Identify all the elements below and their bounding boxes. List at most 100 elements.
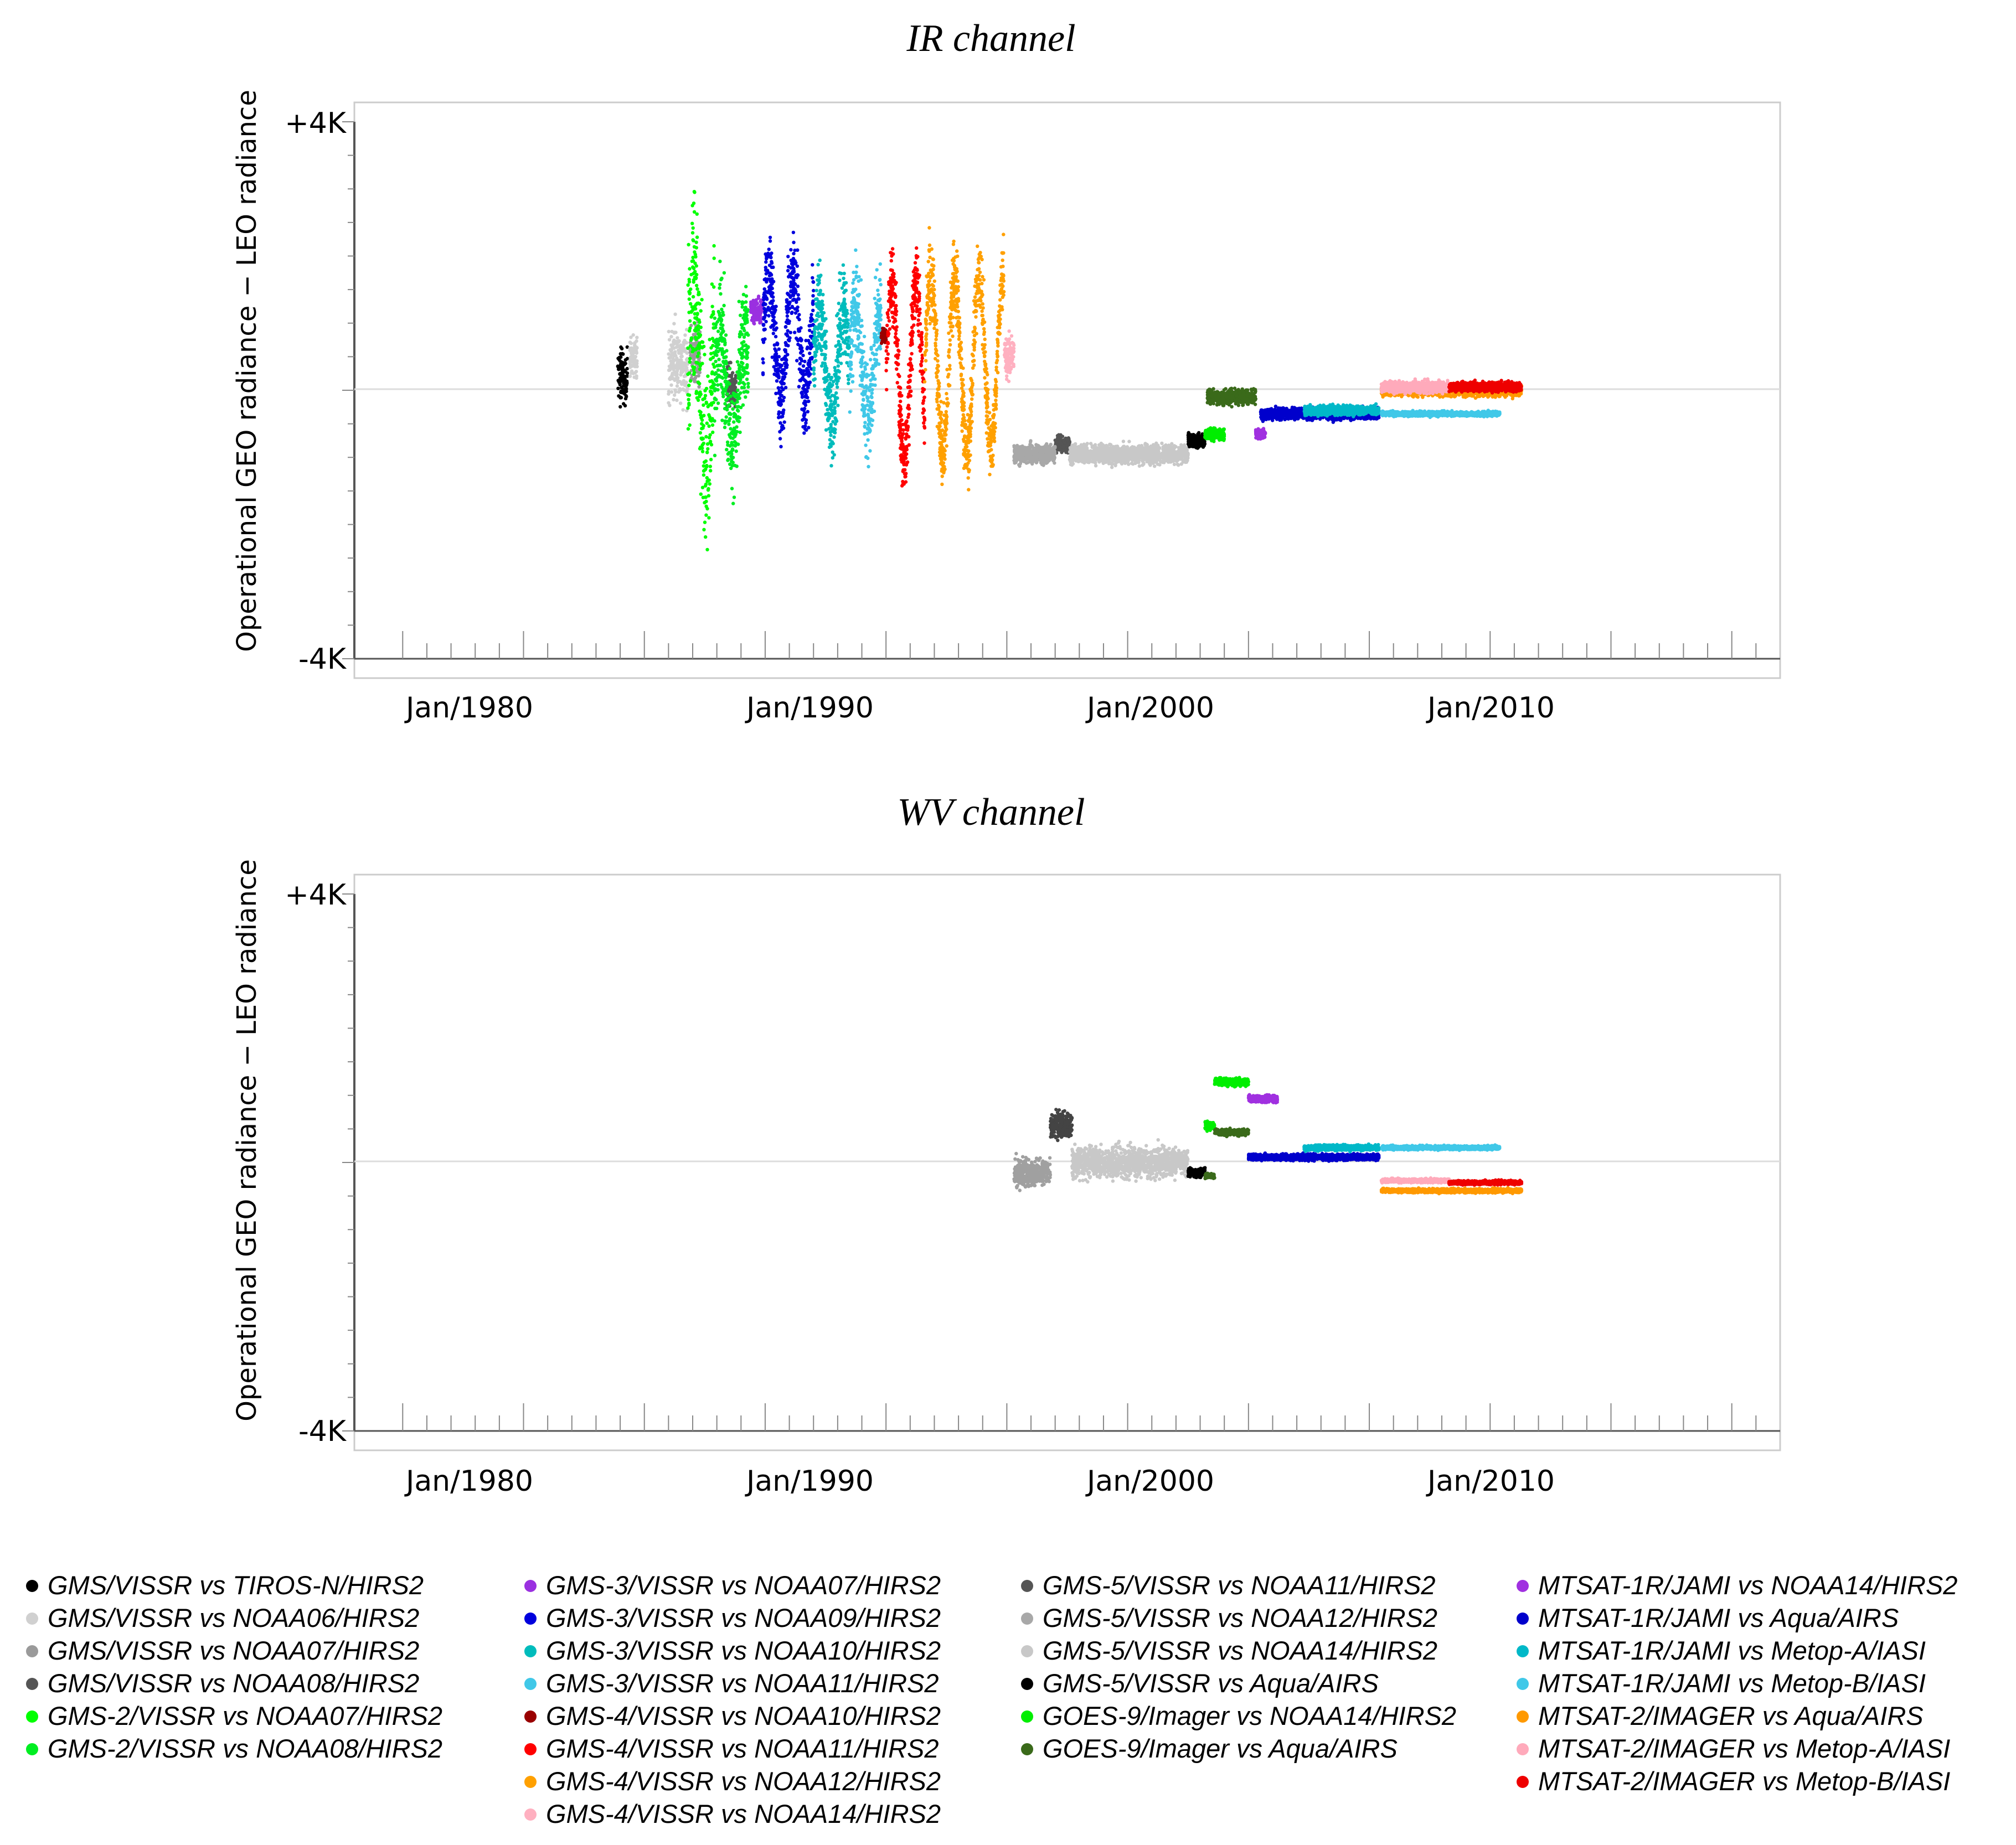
data-point: [1001, 296, 1004, 299]
data-point: [910, 365, 913, 369]
data-point: [835, 420, 838, 423]
data-point: [935, 375, 939, 379]
data-point: [927, 226, 931, 229]
data-point: [843, 341, 847, 344]
data-point: [870, 423, 873, 427]
data-point: [899, 400, 902, 403]
data-point: [949, 321, 952, 324]
data-point: [936, 364, 940, 367]
data-point: [856, 315, 859, 318]
data-point: [948, 338, 952, 342]
data-point: [890, 259, 893, 262]
data-point: [688, 329, 691, 333]
data-point: [709, 458, 713, 461]
data-point: [743, 386, 746, 389]
data-point: [911, 329, 914, 333]
data-point: [920, 373, 924, 376]
data-point: [958, 316, 961, 319]
data-point: [802, 414, 805, 417]
data-point: [855, 319, 859, 323]
data-point: [763, 310, 766, 313]
data-point: [635, 352, 638, 355]
data-point: [800, 357, 803, 360]
data-point: [741, 375, 744, 378]
data-point: [865, 363, 869, 366]
data-point: [628, 340, 632, 344]
data-point: [687, 402, 690, 405]
data-point: [775, 364, 778, 367]
data-point: [965, 457, 968, 461]
data-point: [874, 276, 877, 279]
data-point: [624, 385, 627, 388]
data-point: [935, 332, 939, 335]
figure: IR channel Operational GEO radiance − LE…: [0, 0, 2016, 1845]
data-point: [758, 321, 761, 324]
data-point: [823, 356, 827, 359]
data-point: [704, 513, 708, 516]
data-point: [869, 358, 872, 361]
data-point: [781, 424, 784, 427]
data-point: [791, 305, 794, 308]
data-point: [936, 369, 940, 373]
data-point: [818, 275, 821, 278]
data-point: [744, 300, 747, 303]
data-point: [805, 369, 808, 373]
data-point: [739, 330, 742, 333]
data-point: [762, 317, 765, 321]
data-point: [701, 397, 704, 401]
data-point: [936, 359, 939, 363]
data-point: [848, 328, 852, 332]
data-point: [919, 363, 922, 366]
data-point: [860, 403, 864, 406]
data-point: [726, 405, 729, 408]
data-point: [857, 323, 860, 326]
ir-x-tick-label: Jan/2010: [1426, 691, 1555, 725]
data-point: [877, 311, 880, 314]
data-point: [1008, 341, 1011, 344]
data-point: [961, 402, 965, 405]
data-point: [923, 353, 926, 356]
data-point: [635, 370, 638, 373]
data-point: [740, 342, 744, 345]
data-point: [988, 473, 991, 476]
data-point: [925, 332, 928, 335]
data-point: [950, 299, 953, 302]
data-point: [935, 352, 938, 355]
data-point: [945, 410, 948, 414]
data-point: [963, 435, 966, 438]
data-point: [713, 454, 716, 457]
data-point: [1007, 329, 1010, 333]
data-point: [700, 415, 704, 418]
data-point: [868, 428, 872, 431]
data-point: [842, 277, 845, 280]
data-point: [716, 368, 720, 371]
data-point: [792, 257, 795, 260]
data-point: [732, 420, 735, 423]
data-point: [832, 380, 835, 383]
data-point: [986, 401, 989, 404]
data-point: [927, 292, 931, 295]
data-point: [683, 347, 686, 350]
data-point: [720, 418, 724, 422]
data-point: [866, 400, 869, 403]
data-point: [695, 287, 699, 291]
data-point: [702, 404, 705, 407]
data-point: [696, 354, 699, 358]
data-point: [702, 464, 705, 468]
data-point: [926, 309, 929, 312]
data-point: [714, 323, 718, 326]
data-point: [912, 302, 916, 306]
data-point: [718, 283, 721, 286]
data-point: [835, 314, 838, 317]
data-point: [712, 244, 715, 247]
data-point: [811, 294, 814, 297]
data-point: [863, 386, 866, 389]
data-point: [970, 426, 973, 430]
data-point: [815, 350, 818, 353]
data-point: [690, 204, 694, 207]
data-point: [863, 425, 867, 428]
data-point: [1007, 380, 1010, 383]
data-point: [770, 261, 773, 264]
data-point: [851, 301, 854, 304]
data-point: [705, 548, 709, 551]
